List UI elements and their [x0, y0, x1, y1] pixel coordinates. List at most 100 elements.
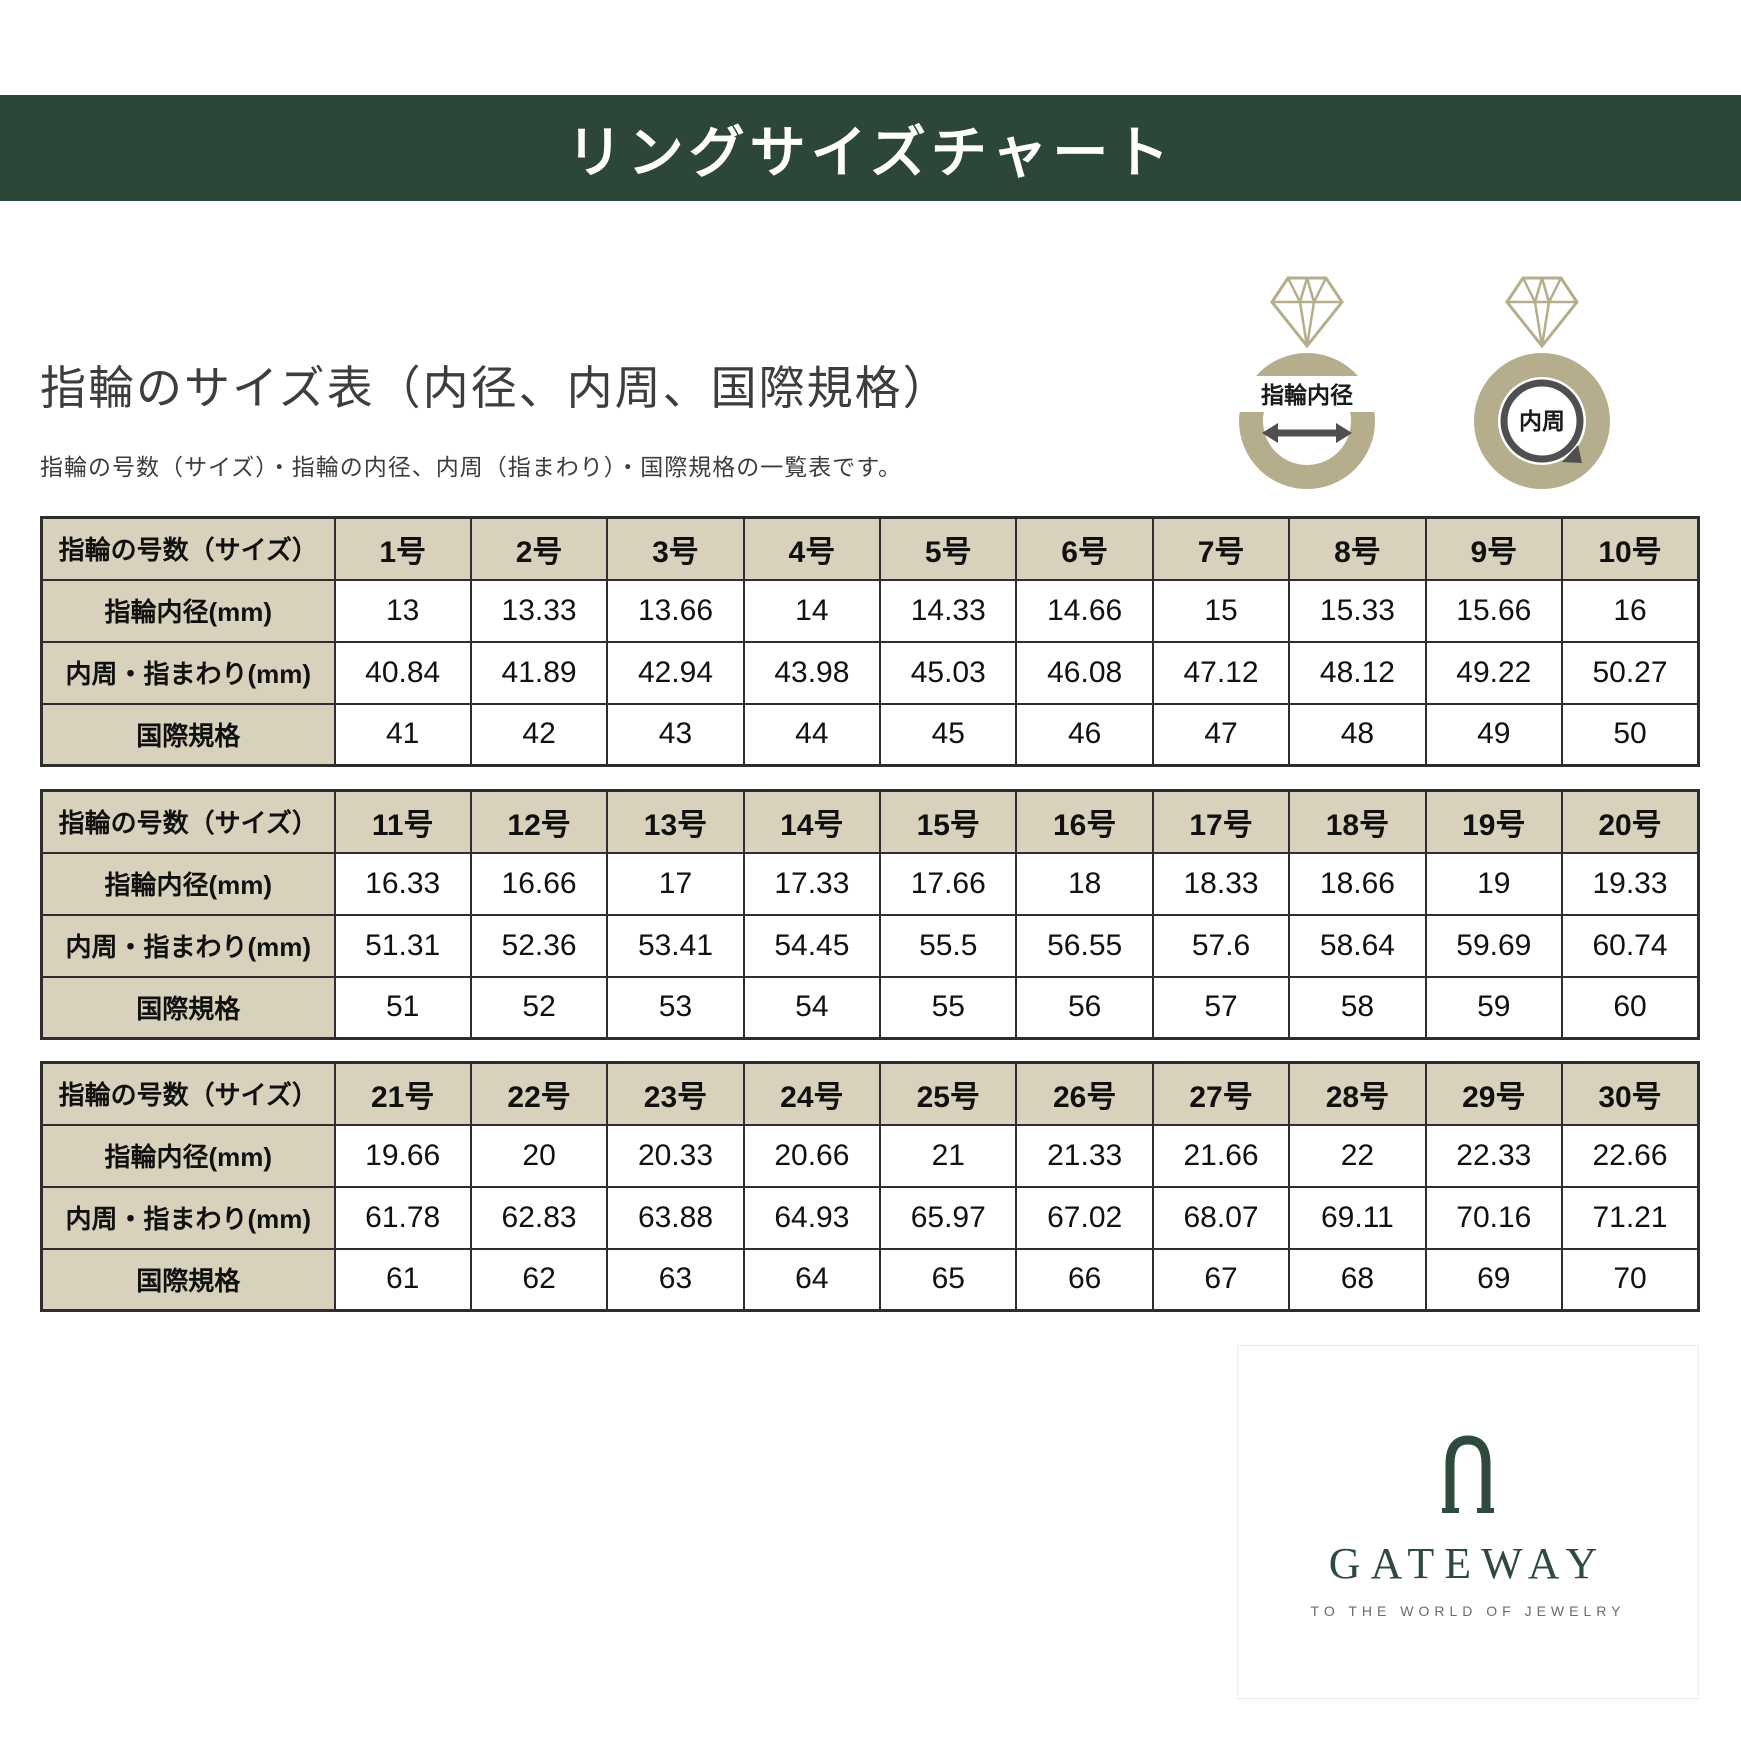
size-header-cell: 27号	[1151, 1061, 1291, 1126]
size-header-cell: 9号	[1424, 516, 1564, 581]
row-header-cell: 指輪の号数（サイズ）	[40, 1061, 336, 1126]
size-header-cell: 24号	[742, 1061, 882, 1126]
value-cell: 68.07	[1151, 1185, 1291, 1250]
value-cell: 43.98	[742, 640, 882, 705]
value-cell: 67	[1151, 1247, 1291, 1312]
diamond-icon	[1505, 276, 1579, 349]
row-header-cell: 指輪の号数（サイズ）	[40, 516, 336, 581]
size-header-cell: 8号	[1288, 516, 1427, 581]
value-cell: 17.66	[879, 851, 1018, 916]
value-cell: 48	[1288, 702, 1427, 767]
size-header-cell: 22号	[469, 1061, 609, 1126]
value-cell: 18.33	[1151, 851, 1291, 916]
row-header-cell: 国際規格	[40, 1247, 336, 1312]
value-cell: 41.89	[469, 640, 609, 705]
size-header-cell: 14号	[742, 789, 882, 854]
size-header-cell: 26号	[1015, 1061, 1154, 1126]
value-cell: 22	[1288, 1123, 1427, 1188]
size-header-cell: 12号	[469, 789, 609, 854]
value-cell: 69.11	[1288, 1185, 1427, 1250]
size-header-cell: 3号	[606, 516, 745, 581]
brand-logo: GATEWAY TO THE WORLD OF JEWELRY	[1237, 1345, 1699, 1699]
size-header-cell: 7号	[1151, 516, 1291, 581]
value-cell: 40.84	[333, 640, 472, 705]
banner-title: リングサイズチャート	[566, 120, 1175, 184]
ring-inner-diameter-illustration: 指輪内径	[1236, 276, 1378, 489]
value-cell: 19	[1424, 851, 1564, 916]
size-header-cell: 1号	[333, 516, 472, 581]
table-row: 指輪内径(mm) 19.66 20 20.33 20.66 21 21.33 21.66 22 2…	[40, 1123, 1700, 1188]
row-header-cell: 内周・指まわり(mm)	[40, 640, 336, 705]
size-header-cell: 29号	[1424, 1061, 1564, 1126]
value-cell: 70	[1561, 1247, 1700, 1312]
value-cell: 42.94	[606, 640, 745, 705]
value-cell: 54	[742, 975, 882, 1040]
table-row: 内周・指まわり(mm) 61.78 62.83 63.88 64.93 65.97 67.0…	[40, 1185, 1700, 1250]
inner-diameter-label: 指輪内径	[1261, 382, 1353, 408]
value-cell: 18	[1015, 851, 1154, 916]
value-cell: 47	[1151, 702, 1291, 767]
value-cell: 61.78	[333, 1185, 472, 1250]
value-cell: 17	[606, 851, 745, 916]
ring-circumference-illustration: 内周	[1474, 276, 1610, 489]
value-cell: 15.66	[1424, 578, 1564, 643]
value-cell: 69	[1424, 1247, 1564, 1312]
size-header-cell: 5号	[879, 516, 1018, 581]
value-cell: 14	[742, 578, 882, 643]
value-cell: 58.64	[1288, 913, 1427, 978]
table-row: 指輪の号数（サイズ） 1号 2号 3号 4号 5号 6号 7号 8号 9号 10号	[40, 516, 1700, 581]
value-cell: 62	[469, 1247, 609, 1312]
page-title: 指輪のサイズ表（内径、内周、国際規格）	[40, 362, 951, 414]
size-header-cell: 6号	[1015, 516, 1154, 581]
value-cell: 50	[1561, 702, 1700, 767]
size-header-cell: 2号	[469, 516, 609, 581]
value-cell: 16	[1561, 578, 1700, 643]
value-cell: 65.97	[879, 1185, 1018, 1250]
value-cell: 46	[1015, 702, 1154, 767]
value-cell: 48.12	[1288, 640, 1427, 705]
value-cell: 13	[333, 578, 472, 643]
value-cell: 53	[606, 975, 745, 1040]
value-cell: 58	[1288, 975, 1427, 1040]
value-cell: 49.22	[1424, 640, 1564, 705]
value-cell: 70.16	[1424, 1185, 1564, 1250]
size-header-cell: 10号	[1561, 516, 1700, 581]
row-header-cell: 指輪内径(mm)	[40, 1123, 336, 1188]
value-cell: 68	[1288, 1247, 1427, 1312]
value-cell: 20.66	[742, 1123, 882, 1188]
value-cell: 61	[333, 1247, 472, 1312]
row-header-cell: 内周・指まわり(mm)	[40, 1185, 336, 1250]
gateway-arch-icon	[1442, 1434, 1494, 1513]
value-cell: 16.33	[333, 851, 472, 916]
value-cell: 52	[469, 975, 609, 1040]
circumference-label: 内周	[1519, 408, 1565, 434]
value-cell: 65	[879, 1247, 1018, 1312]
size-header-cell: 28号	[1288, 1061, 1427, 1126]
size-header-cell: 25号	[879, 1061, 1018, 1126]
value-cell: 56	[1015, 975, 1154, 1040]
row-header-cell: 指輪内径(mm)	[40, 851, 336, 916]
value-cell: 43	[606, 702, 745, 767]
value-cell: 59	[1424, 975, 1564, 1040]
table-row: 指輪内径(mm) 16.33 16.66 17 17.33 17.66 18 18.33 18.…	[40, 851, 1700, 916]
table-row: 指輪内径(mm) 13 13.33 13.66 14 14.33 14.66 15 15.33 1…	[40, 578, 1700, 643]
value-cell: 22.33	[1424, 1123, 1564, 1188]
ring-band	[1239, 353, 1375, 489]
value-cell: 20	[469, 1123, 609, 1188]
value-cell: 64	[742, 1247, 882, 1312]
value-cell: 52.36	[469, 913, 609, 978]
value-cell: 63.88	[606, 1185, 745, 1250]
ring-size-table-11-20: 指輪の号数（サイズ） 11号 12号 13号 14号 15号 16号 17号 18号 19号 20号…	[40, 789, 1700, 1040]
ring-diagrams: 指輪内径 内周	[1212, 258, 1652, 511]
value-cell: 51	[333, 975, 472, 1040]
value-cell: 71.21	[1561, 1185, 1700, 1250]
value-cell: 15.33	[1288, 578, 1427, 643]
value-cell: 15	[1151, 578, 1291, 643]
value-cell: 54.45	[742, 913, 882, 978]
row-header-cell: 国際規格	[40, 975, 336, 1040]
value-cell: 46.08	[1015, 640, 1154, 705]
page-banner: リングサイズチャート	[0, 95, 1741, 201]
size-header-cell: 4号	[742, 516, 882, 581]
value-cell: 17.33	[742, 851, 882, 916]
value-cell: 19.66	[333, 1123, 472, 1188]
